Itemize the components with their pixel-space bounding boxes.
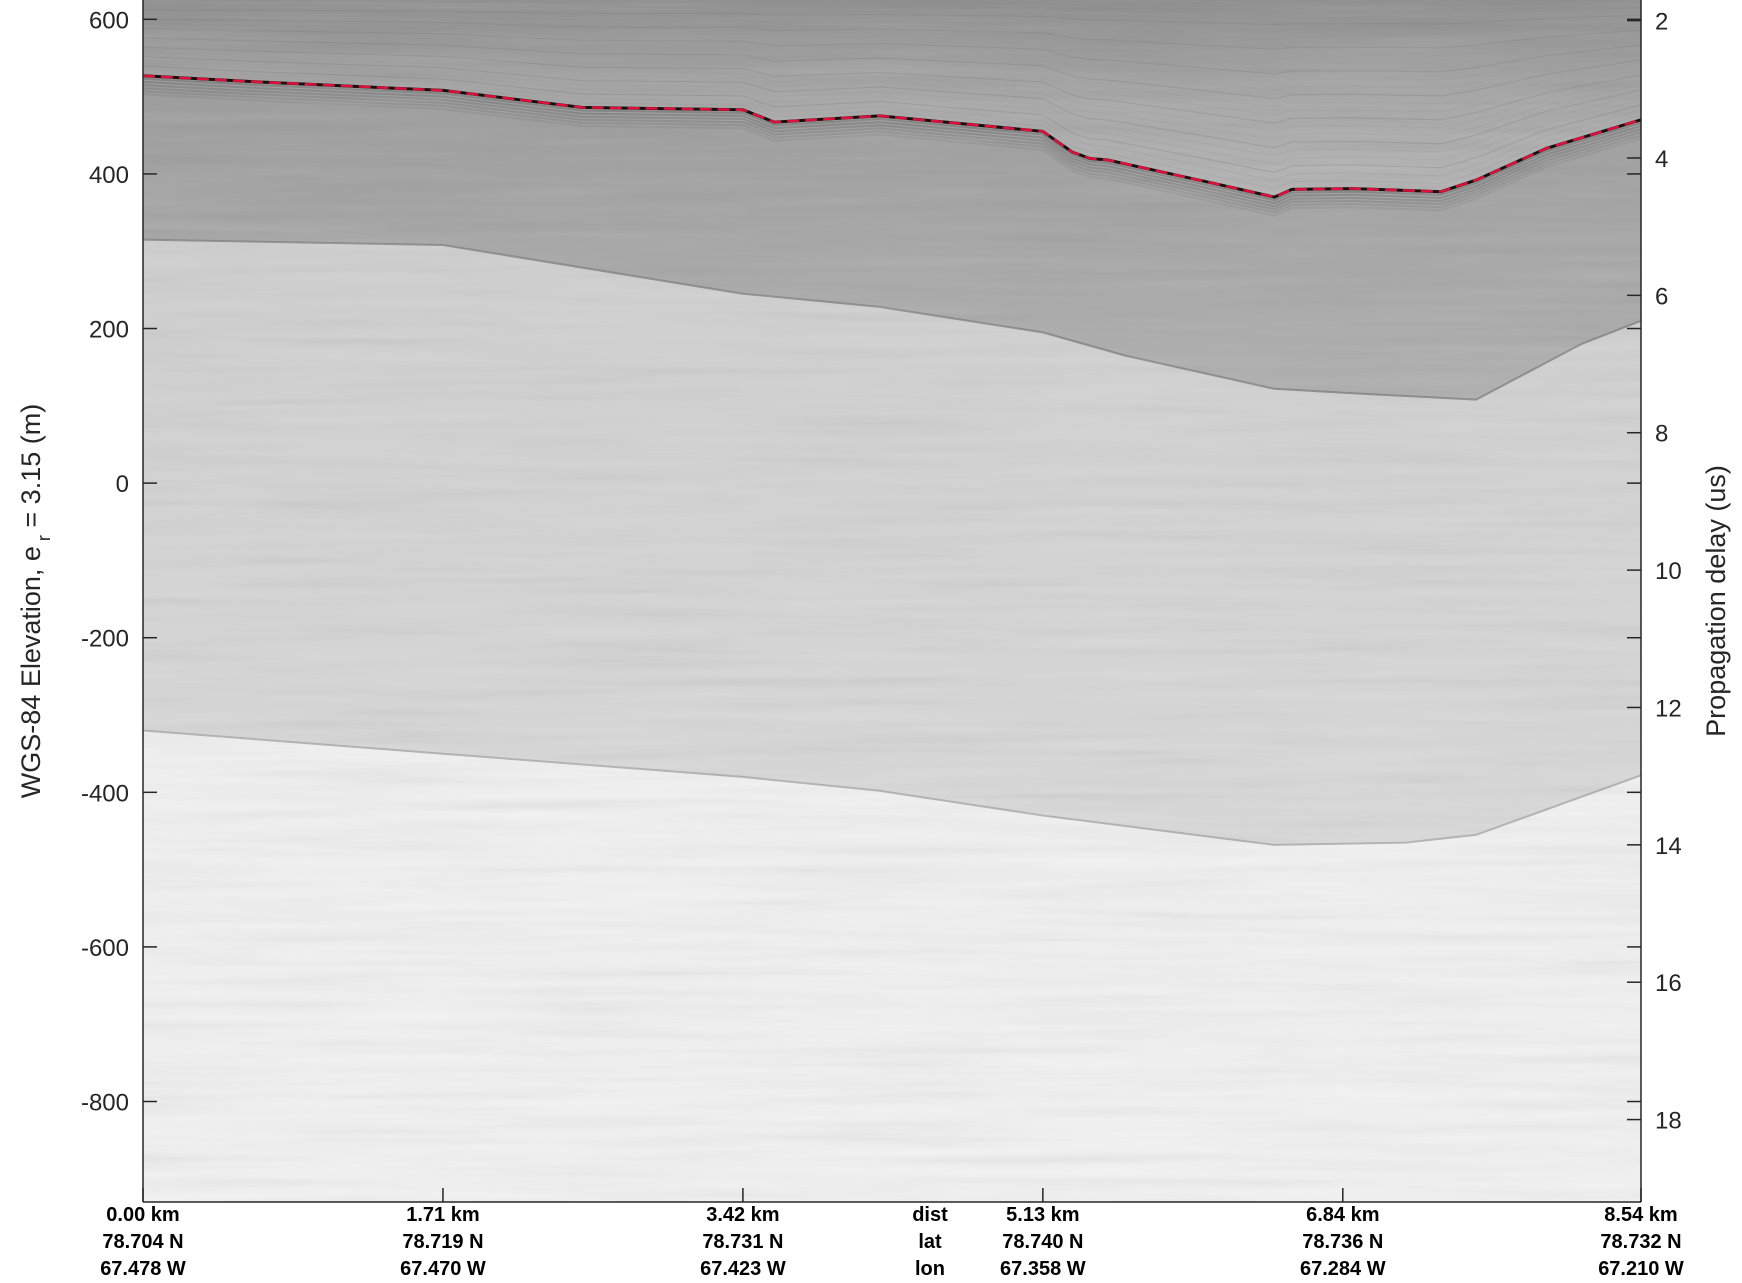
y-tick-label: 0 xyxy=(116,471,129,498)
x-tick-dist-label: 0.00 km xyxy=(106,1204,179,1226)
x-tick-lon-label: 67.423 W xyxy=(700,1258,786,1278)
y2-tick-label: 2 xyxy=(1655,9,1668,36)
x-tick-lat-label: 78.740 N xyxy=(1002,1231,1083,1253)
row-label-lat: lat xyxy=(918,1231,942,1253)
y2-tick-label: 6 xyxy=(1655,283,1668,310)
x-tick-dist-label: 1.71 km xyxy=(406,1204,479,1226)
y-tick-label: -400 xyxy=(81,780,129,807)
y-tick-label: -800 xyxy=(81,1090,129,1117)
x-tick-lon-label: 67.284 W xyxy=(1300,1258,1386,1278)
x-tick-lat-label: 78.732 N xyxy=(1600,1231,1681,1253)
y2-tick-label: 8 xyxy=(1655,421,1668,448)
axes: 600 400 200 0 -200 -400 -600 -800 2 4 6 8 10 12 14 16 18… xyxy=(16,0,1731,1280)
x-tick-dist-label: 3.42 km xyxy=(706,1204,779,1226)
x-tick-lon-label: 67.358 W xyxy=(1000,1258,1086,1278)
row-label-dist: dist xyxy=(912,1204,948,1226)
x-tick-lon-label: 67.478 W xyxy=(100,1258,186,1278)
y-tick-label: -200 xyxy=(81,626,129,653)
x-tick-lat-label: 78.731 N xyxy=(702,1231,783,1253)
x-tick-lat-label: 78.736 N xyxy=(1302,1231,1383,1253)
y2-tick-label: 10 xyxy=(1655,558,1682,585)
y2-axis-title: Propagation delay (us) xyxy=(1701,465,1731,737)
y-axis-title: WGS-84 Elevation, e r = 3.15 (m) xyxy=(16,404,54,798)
x-tick-lon-label: 67.470 W xyxy=(400,1258,486,1278)
y2-tick-label: 18 xyxy=(1655,1108,1682,1135)
y-tick-label: 600 xyxy=(89,7,129,34)
x-tick-dist-label: 5.13 km xyxy=(1006,1204,1079,1226)
x-tick-dist-label: 8.54 km xyxy=(1604,1204,1677,1226)
texture-overlay xyxy=(143,0,1641,1202)
x-tick-dist-label: 6.84 km xyxy=(1306,1204,1379,1226)
y-tick-label: 400 xyxy=(89,162,129,189)
surface-pick-line xyxy=(143,74,1641,199)
x-tick-lat-label: 78.704 N xyxy=(102,1231,183,1253)
x-tick-lon-label: 67.210 W xyxy=(1598,1258,1684,1278)
y2-tick-label: 4 xyxy=(1655,146,1668,173)
y2-tick-label: 12 xyxy=(1655,695,1682,722)
y2-tick-label: 14 xyxy=(1655,833,1682,860)
y-tick-label: -600 xyxy=(81,935,129,962)
y-tick-label: 200 xyxy=(89,317,129,344)
x-tick-lat-label: 78.719 N xyxy=(402,1231,483,1253)
row-label-lon: lon xyxy=(915,1258,945,1278)
radargram-image xyxy=(143,0,1641,1202)
y2-tick-label: 16 xyxy=(1655,970,1682,997)
